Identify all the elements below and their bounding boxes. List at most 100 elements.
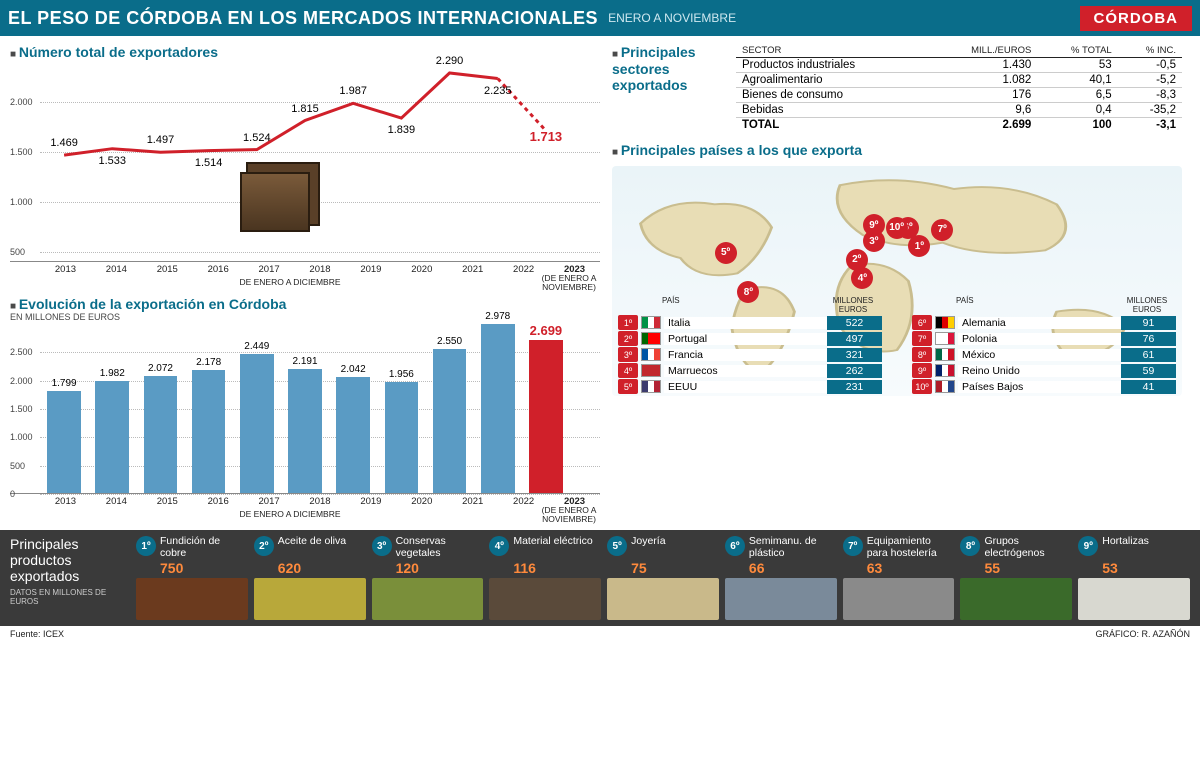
- country-row: 7ºPolonia76: [912, 331, 1176, 346]
- sectors-total-row: TOTAL2.699100-3,1: [736, 118, 1182, 133]
- bar: [481, 324, 515, 493]
- flag-icon: [641, 348, 661, 361]
- flag-icon: [935, 348, 955, 361]
- map-rank-bubble: 10º: [886, 217, 908, 239]
- sectors-col-header: MILL./EUROS: [927, 44, 1037, 58]
- xaxis-year: 2016: [193, 264, 244, 275]
- product-value: 75: [631, 560, 719, 576]
- product-image: [960, 578, 1072, 620]
- xaxis-year: 2014: [91, 264, 142, 275]
- product-value: 55: [984, 560, 1072, 576]
- footer-source: Fuente: ICEX: [10, 629, 64, 639]
- xaxis-year: 2015: [142, 264, 193, 275]
- line-chart: 5001.0001.5002.0001.4691.5331.4971.5141.…: [10, 62, 600, 262]
- country-value: 91: [1121, 316, 1176, 330]
- product-item: 8ºGrupos electrógenos55: [960, 536, 1072, 620]
- country-rank: 10º: [912, 379, 932, 394]
- xaxis-note: DE ENERO A DICIEMBRE: [40, 509, 540, 519]
- xaxis-year: 2013: [40, 496, 91, 507]
- sectors-col-header: % TOTAL: [1037, 44, 1117, 58]
- ytick-label: 500: [10, 461, 25, 471]
- country-rank: 7º: [912, 331, 932, 346]
- country-rank: 5º: [618, 379, 638, 394]
- xaxis-year: 2021: [447, 264, 498, 275]
- product-value: 620: [278, 560, 366, 576]
- products-title-block: Principales productos exportados DATOS E…: [10, 536, 130, 620]
- product-name: Semimanu. de plástico: [749, 536, 837, 560]
- country-value: 522: [827, 316, 882, 330]
- country-name: Países Bajos: [958, 381, 1121, 393]
- product-image: [254, 578, 366, 620]
- bar: [529, 340, 563, 493]
- product-item: 4ºMaterial eléctrico116: [489, 536, 601, 620]
- products-title: Principales productos exportados: [10, 536, 79, 584]
- line-value-label: 2.235: [484, 85, 512, 97]
- xaxis-year: 2013: [40, 264, 91, 275]
- footer: Fuente: ICEX GRÁFICO: R. AZAÑÓN: [0, 626, 1200, 642]
- country-rank: 4º: [618, 363, 638, 378]
- country-tables: PAÍSMILLONES EUROS 1ºItalia5222ºPortugal4…: [618, 296, 1176, 394]
- sectors-col-header: % INC.: [1118, 44, 1182, 58]
- product-image: [607, 578, 719, 620]
- country-name: Polonia: [958, 333, 1121, 345]
- country-name: Italia: [664, 317, 827, 329]
- brand-badge: CÓRDOBA: [1080, 6, 1193, 31]
- bar-value-label: 1.982: [93, 368, 131, 379]
- country-table-header: PAÍSMILLONES EUROS: [912, 296, 1176, 314]
- country-value: 321: [827, 348, 882, 362]
- flag-icon: [641, 316, 661, 329]
- product-item: 3ºConservas vegetales120: [372, 536, 484, 620]
- country-value: 231: [827, 380, 882, 394]
- product-name: Conservas vegetales: [396, 536, 484, 560]
- country-row: 6ºAlemania91: [912, 315, 1176, 330]
- country-name: Portugal: [664, 333, 827, 345]
- map-rank-bubble: 5º: [715, 242, 737, 264]
- country-row: 9ºReino Unido59: [912, 363, 1176, 378]
- xaxis-year: 2018: [295, 264, 346, 275]
- country-value: 41: [1121, 380, 1176, 394]
- products-strip: Principales productos exportados DATOS E…: [0, 530, 1200, 626]
- xaxis-note-last: (DE ENERO A NOVIEMBRE): [534, 274, 604, 291]
- flag-icon: [935, 316, 955, 329]
- sectors-title: Principales sectores exportados: [612, 44, 722, 132]
- country-rank: 3º: [618, 347, 638, 362]
- world-map: PAÍSMILLONES EUROS 1ºItalia5222ºPortugal4…: [612, 166, 1182, 396]
- line-value-label: 1.514: [195, 157, 223, 169]
- product-rank: 3º: [372, 536, 392, 556]
- country-value: 497: [827, 332, 882, 346]
- ytick-label: 2.000: [10, 376, 33, 386]
- product-name: Hortalizas: [1102, 536, 1190, 560]
- sectors-row: Bienes de consumo1766,5-8,3: [736, 88, 1182, 103]
- xaxis-note-last: (DE ENERO A NOVIEMBRE): [534, 506, 604, 523]
- main-grid: Número total de exportadores 500 1.000 1.5…: [0, 36, 1200, 530]
- product-rank: 4º: [489, 536, 509, 556]
- product-value: 120: [396, 560, 484, 576]
- country-value: 61: [1121, 348, 1176, 362]
- bar: [95, 381, 129, 493]
- bar-value-label: 1.956: [382, 369, 420, 380]
- country-value: 262: [827, 364, 882, 378]
- xaxis-year: 2021: [447, 496, 498, 507]
- product-value: 66: [749, 560, 837, 576]
- product-rank: 8º: [960, 536, 980, 556]
- product-image: [1078, 578, 1190, 620]
- product-rank: 7º: [843, 536, 863, 556]
- country-row: 1ºItalia522: [618, 315, 882, 330]
- xaxis-year: 2020: [396, 496, 447, 507]
- crate-icon: [240, 172, 310, 232]
- country-value: 59: [1121, 364, 1176, 378]
- product-name: Joyería: [631, 536, 719, 560]
- footer-credit: GRÁFICO: R. AZAÑÓN: [1095, 629, 1190, 639]
- product-image: [843, 578, 955, 620]
- sectors-block: Principales sectores exportados SECTORMI…: [612, 44, 1182, 132]
- line-value-label: 1.497: [147, 134, 175, 146]
- country-row: 2ºPortugal497: [618, 331, 882, 346]
- product-image: [489, 578, 601, 620]
- country-rank: 6º: [912, 315, 932, 330]
- product-rank: 6º: [725, 536, 745, 556]
- product-item: 5ºJoyería75: [607, 536, 719, 620]
- line-chart-title: Número total de exportadores: [10, 44, 600, 60]
- product-image: [372, 578, 484, 620]
- ytick-label: 1.000: [10, 432, 33, 442]
- country-name: EEUU: [664, 381, 827, 393]
